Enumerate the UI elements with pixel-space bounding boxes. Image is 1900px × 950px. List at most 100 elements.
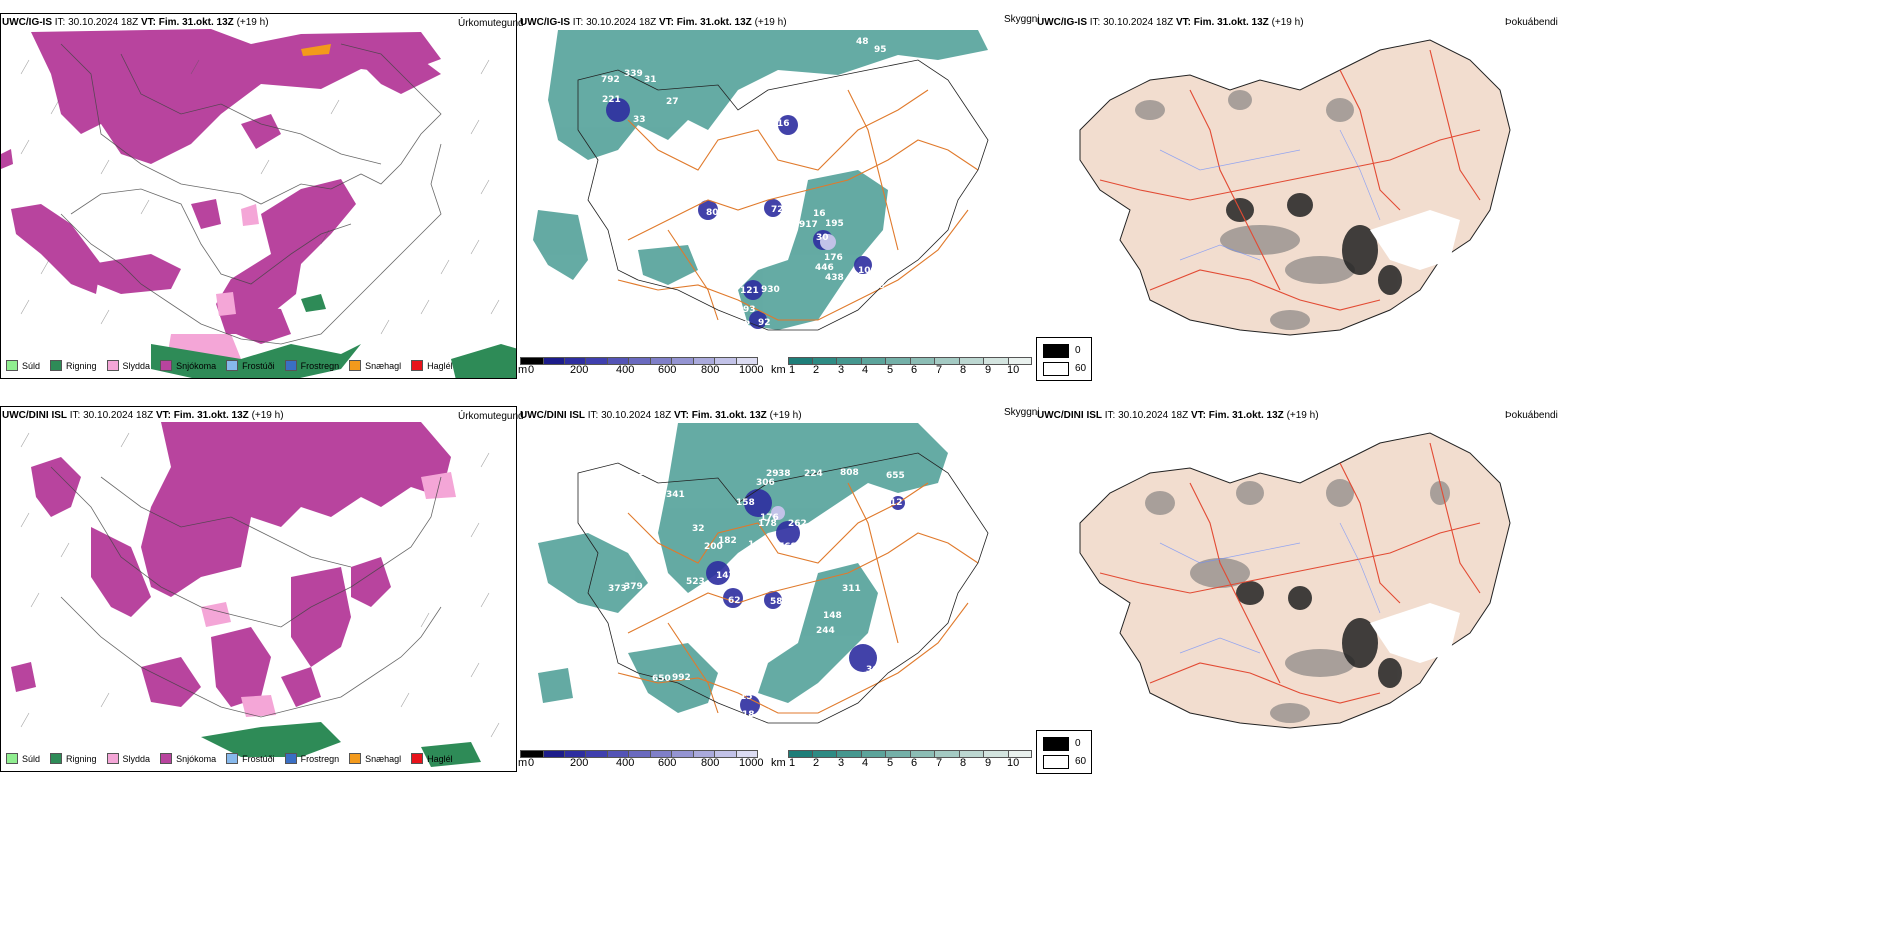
precip-header-1: UWC/IG-IS IT: 30.10.2024 18Z VT: Fim. 31…: [2, 17, 269, 29]
visibility-panel-2: 136 341 29 38 224 808 655 306 158 176 178 262 …: [518, 423, 1013, 745]
legend-item: Rigning: [50, 360, 97, 371]
svg-text:62: 62: [728, 596, 741, 606]
precip-title-2: Úrkomutegund: [458, 411, 524, 422]
svg-text:92: 92: [758, 318, 771, 328]
ceiling-colorbar-2: [520, 750, 758, 758]
svg-text:38: 38: [644, 153, 657, 163]
svg-text:95: 95: [874, 45, 887, 55]
legend-item: Súld: [6, 360, 40, 371]
svg-text:930: 930: [761, 285, 780, 295]
svg-text:118: 118: [866, 281, 885, 291]
visibility-title-2: Skyggni: [1004, 407, 1040, 418]
legend-item: Frostúði: [226, 360, 275, 371]
cloud-legend-2: 0 60: [1036, 730, 1092, 774]
svg-text:22: 22: [758, 223, 771, 233]
svg-text:33: 33: [633, 115, 646, 125]
visibility-panel-1: 792 339 31 27 221 33 38 3 391 16 6 55 80 69 10 7…: [518, 30, 1013, 352]
swatch-0: [1043, 344, 1069, 358]
svg-text:121: 121: [740, 286, 759, 296]
svg-text:69: 69: [710, 219, 723, 229]
lead-time: (+19 h): [236, 17, 269, 28]
svg-text:224: 224: [804, 469, 823, 479]
visibility-ticks-2: km 1 2 3 4 5 6 7 8 9 10: [771, 757, 1020, 769]
precip-legend-2: Súld Rigning Slydda Snjókoma Frostúði Fr…: [6, 753, 463, 764]
cloud-panel-1: [1040, 30, 1860, 360]
svg-text:808: 808: [840, 468, 859, 478]
swatch-rigning: [50, 360, 63, 371]
svg-text:50: 50: [710, 610, 723, 620]
visibility-colorbar-1: [788, 357, 1032, 365]
ceiling-ticks-1: m 0 200 400 600 800 1000: [518, 364, 764, 376]
visibility-header-1: UWC/IG-IS IT: 30.10.2024 18Z VT: Fim. 31…: [520, 17, 787, 28]
visibility-ticks-1: km 1 2 3 4 5 6 7 8 9 10: [771, 364, 1020, 376]
svg-text:158: 158: [736, 498, 755, 508]
swatch-60: [1043, 362, 1069, 376]
svg-text:221: 221: [602, 95, 621, 105]
svg-text:262: 262: [788, 519, 807, 529]
svg-text:379: 379: [624, 582, 643, 592]
legend-item: Snæhagl: [349, 360, 401, 371]
svg-text:650: 650: [652, 674, 671, 684]
svg-text:27: 27: [666, 97, 679, 107]
svg-text:339: 339: [624, 69, 643, 79]
svg-text:140: 140: [738, 682, 757, 692]
cloud-title-2: Þokuábendi: [1505, 410, 1558, 421]
ceiling-colorbar-1: [520, 357, 758, 365]
svg-text:655: 655: [886, 471, 905, 481]
svg-text:100: 100: [858, 266, 877, 276]
svg-text:446: 446: [815, 263, 834, 273]
svg-text:12: 12: [890, 498, 903, 508]
cloud-title-1: Þokuábendi: [1505, 17, 1558, 28]
svg-text:136: 136: [638, 468, 657, 478]
svg-text:31: 31: [644, 75, 657, 85]
precip-legend-1: Súld Rigning Slydda Snjókoma Frostúði Fr…: [6, 360, 463, 371]
svg-text:32: 32: [692, 524, 705, 534]
svg-text:792: 792: [601, 75, 620, 85]
precip-type-map-2: [11, 422, 500, 767]
visibility-colorbar-2: [788, 750, 1032, 758]
svg-text:10: 10: [693, 223, 706, 233]
svg-text:15: 15: [740, 692, 753, 702]
svg-text:182: 182: [718, 536, 737, 546]
swatch-haglel: [411, 360, 424, 371]
svg-text:148: 148: [823, 611, 842, 621]
model-name: UWC/IG-IS: [2, 17, 52, 28]
svg-text:38: 38: [778, 469, 791, 479]
swatch-slydda: [106, 360, 119, 371]
svg-text:16: 16: [813, 209, 826, 219]
legend-item: Snjókoma: [160, 360, 216, 371]
precip-type-panel-1: [0, 13, 517, 379]
swatch-snjokoma: [160, 360, 173, 371]
visibility-header-2: UWC/DINI ISL IT: 30.10.2024 18Z VT: Fim.…: [520, 410, 802, 421]
init-label: IT:: [54, 17, 66, 28]
cloud-legend-1: 0 60: [1036, 337, 1092, 381]
precip-type-panel-2: [0, 406, 517, 772]
svg-text:306: 306: [756, 478, 775, 488]
valid-label: VT:: [140, 17, 156, 28]
svg-text:58: 58: [770, 597, 783, 607]
swatch-sudl: [6, 360, 18, 371]
svg-text:6: 6: [788, 151, 794, 161]
svg-text:195: 195: [825, 219, 844, 229]
svg-text:18: 18: [742, 710, 755, 720]
svg-text:90: 90: [758, 708, 771, 718]
svg-text:391: 391: [786, 105, 805, 115]
svg-text:16: 16: [777, 119, 790, 129]
svg-text:917: 917: [799, 220, 818, 230]
cloud-header-1: UWC/IG-IS IT: 30.10.2024 18Z VT: Fim. 31…: [1037, 17, 1304, 28]
svg-text:55: 55: [694, 140, 707, 150]
cloud-map-2: [1079, 432, 1511, 729]
svg-text:992: 992: [672, 673, 691, 683]
swatch-snaehagl: [349, 360, 362, 371]
cloud-map-1: [1079, 39, 1511, 336]
svg-text:36: 36: [866, 665, 879, 675]
cloud-header-2: UWC/DINI ISL IT: 30.10.2024 18Z VT: Fim.…: [1037, 410, 1319, 421]
svg-text:72: 72: [771, 205, 784, 215]
precip-type-map-1: [1, 29, 516, 378]
svg-text:200: 200: [704, 542, 723, 552]
svg-text:220: 220: [756, 333, 775, 343]
svg-text:244: 244: [816, 626, 835, 636]
svg-text:80: 80: [706, 208, 719, 218]
